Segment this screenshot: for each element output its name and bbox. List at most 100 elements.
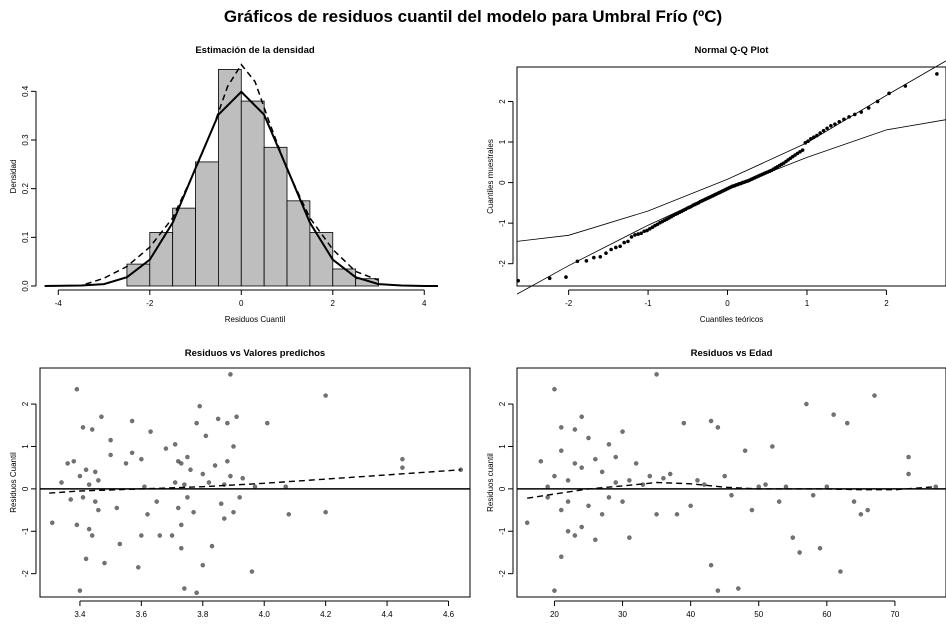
- x-tick-label: 1: [805, 299, 810, 308]
- residual-point: [123, 461, 129, 466]
- y-axis-label: Residuos cuantil: [486, 453, 495, 512]
- residual-point: [633, 461, 639, 466]
- x-tick-label: 60: [822, 610, 831, 619]
- residual-point: [565, 478, 571, 483]
- y-tick-label: 1: [21, 444, 30, 449]
- qq-point: [842, 117, 846, 122]
- x-tick-label: 3.8: [197, 610, 209, 619]
- qq-point: [575, 259, 580, 264]
- residual-point: [218, 501, 224, 506]
- residual-point: [572, 533, 578, 538]
- x-axis-label: Cuantiles teóricos: [700, 315, 764, 324]
- residual-point: [117, 541, 123, 547]
- residual-point: [225, 420, 230, 426]
- residual-point: [172, 480, 178, 485]
- residual-point: [74, 386, 80, 392]
- y-tick-label: -1: [498, 527, 507, 535]
- histogram-bar: [332, 268, 357, 287]
- qq-point: [812, 135, 816, 139]
- residual-point: [83, 467, 89, 473]
- y-tick-label: 0.4: [21, 85, 30, 97]
- residual-point: [200, 471, 206, 477]
- y-axis-label: Cuantiles muestrales: [486, 139, 495, 214]
- residual-point: [50, 520, 55, 526]
- qq-point: [829, 124, 833, 128]
- residual-point: [96, 507, 101, 513]
- qq-point: [639, 231, 644, 236]
- smoother-curve: [527, 481, 936, 499]
- qq-point: [592, 255, 596, 260]
- residual-point: [163, 446, 169, 451]
- x-tick-label: 4.2: [320, 610, 332, 619]
- qq-point: [622, 240, 626, 245]
- y-tick-label: 2: [21, 401, 30, 406]
- residual-point: [323, 509, 328, 515]
- residual-point: [906, 471, 911, 477]
- y-tick-label: 2: [498, 99, 507, 104]
- x-tick-label: 2: [884, 299, 889, 308]
- residual-point: [552, 473, 557, 479]
- residuals-vs-age-panel: Residuos vs EdadEdad (años)Residuos cuan…: [486, 348, 946, 627]
- residual-point: [108, 452, 113, 458]
- residual-point: [252, 484, 258, 489]
- residual-point: [145, 512, 150, 517]
- residual-point: [606, 495, 612, 500]
- residual-point: [265, 420, 270, 426]
- residual-point: [695, 478, 700, 483]
- residual-point: [906, 454, 911, 460]
- residual-point: [599, 512, 605, 517]
- residual-point: [175, 459, 181, 464]
- residual-point: [681, 420, 687, 426]
- residual-point: [231, 509, 236, 515]
- residual-point: [559, 507, 564, 513]
- residual-point: [77, 588, 83, 593]
- residual-point: [593, 537, 598, 543]
- residual-point: [240, 476, 245, 481]
- residual-point: [572, 461, 578, 466]
- residual-point: [579, 465, 584, 470]
- residual-point: [179, 545, 184, 551]
- histogram-bar: [172, 207, 196, 287]
- residual-point: [524, 520, 530, 526]
- qq-point: [629, 235, 634, 239]
- residual-point: [770, 444, 775, 449]
- residual-point: [188, 467, 193, 473]
- residual-point: [858, 512, 864, 517]
- residual-point: [179, 461, 184, 466]
- residual-point: [228, 372, 233, 377]
- residual-point: [191, 509, 196, 515]
- qq-point: [645, 228, 649, 233]
- residual-point: [93, 499, 98, 504]
- residual-point: [749, 507, 755, 513]
- y-tick-label: 0.3: [21, 134, 30, 146]
- residual-point: [804, 401, 809, 407]
- residual-point: [200, 562, 206, 568]
- qq-point: [636, 232, 640, 236]
- x-tick-label: 3.6: [136, 610, 148, 619]
- residual-point: [86, 482, 92, 487]
- residual-point: [185, 495, 190, 500]
- residual-point: [185, 454, 190, 460]
- residual-point: [865, 507, 870, 513]
- residual-point: [627, 478, 632, 483]
- x-tick-label: -4: [55, 299, 63, 308]
- residual-point: [96, 478, 101, 483]
- residual-point: [139, 456, 144, 462]
- residual-point: [715, 588, 721, 593]
- qq-point: [547, 276, 552, 281]
- residual-point: [89, 427, 95, 432]
- x-tick-label: 40: [686, 610, 695, 619]
- residual-point: [797, 550, 802, 555]
- y-tick-label: -1: [498, 219, 507, 227]
- x-tick-label: 4.4: [382, 610, 394, 619]
- residual-point: [89, 533, 95, 538]
- qq-point: [642, 229, 646, 234]
- qq-point: [815, 133, 819, 138]
- residual-point: [763, 482, 768, 487]
- residual-point: [203, 433, 209, 439]
- residual-point: [845, 420, 850, 426]
- residual-point: [129, 418, 135, 424]
- x-tick-label: -1: [645, 299, 653, 308]
- x-axis-label: Residuos Cuantil: [225, 315, 286, 324]
